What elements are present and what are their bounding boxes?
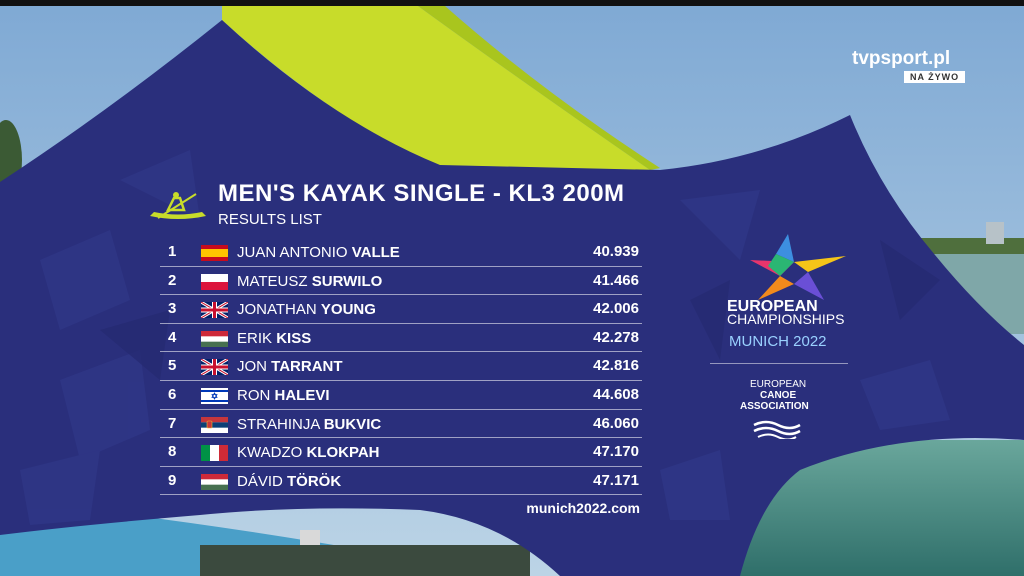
kayak-icon <box>150 192 206 219</box>
athlete-name: MATEUSZ SURWILO <box>237 273 382 290</box>
uk-flag-icon <box>201 359 228 376</box>
last-name: HALEVI <box>274 386 330 404</box>
last-name: BUKVIC <box>323 415 382 433</box>
last-name: KLOKPAH <box>306 444 380 462</box>
first-name: STRAHINJA <box>237 415 320 433</box>
result-time: 42.006 <box>593 300 639 318</box>
athlete-name: DÁVID TÖRÖK <box>237 473 341 490</box>
waves-icon <box>753 420 801 439</box>
result-time: 40.939 <box>593 243 639 260</box>
championships-city: MUNICH 2022 <box>729 333 827 350</box>
table-row: 4 ERIK KISS 42.278 <box>160 324 642 353</box>
table-row: 2 MATEUSZ SURWILO 41.466 <box>160 267 642 296</box>
athlete-name: KWADZO KLOKPAH <box>237 444 380 461</box>
first-name: DÁVID <box>237 472 283 490</box>
athlete-name: STRAHINJA BUKVIC <box>237 416 381 433</box>
athlete-name: ERIK KISS <box>237 330 311 347</box>
rank: 8 <box>168 443 177 461</box>
rank: 1 <box>168 243 177 260</box>
spain-flag-icon <box>201 245 228 261</box>
result-time: 47.171 <box>593 471 639 489</box>
rank: 4 <box>168 328 177 346</box>
result-time: 41.466 <box>593 271 639 289</box>
association-line3: ASSOCIATION <box>740 401 809 412</box>
first-name: MATEUSZ <box>237 272 308 290</box>
result-time: 46.060 <box>593 414 639 432</box>
last-name: TÖRÖK <box>287 472 342 490</box>
athlete-name: JON TARRANT <box>237 358 343 375</box>
last-name: SURWILO <box>311 272 383 290</box>
serbia-flag-icon <box>201 416 228 433</box>
table-row: 5 JON TARRANT 42.816 <box>160 352 642 381</box>
rank: 6 <box>168 385 177 403</box>
table-row: 7 STRAHINJA BUKVIC 46.060 <box>160 410 642 439</box>
table-row: 6 RON HALEVI 44.608 <box>160 381 642 410</box>
event-title: MEN'S KAYAK SINGLE - KL3 200M <box>218 180 625 207</box>
event-subtitle: RESULTS LIST <box>218 211 322 228</box>
broadcaster-logo: tvpsport.pl <box>852 48 951 69</box>
table-row: 9 DÁVID TÖRÖK 47.171 <box>160 467 642 496</box>
result-time: 42.816 <box>593 357 639 375</box>
championships-line1: EUROPEAN <box>727 298 818 315</box>
last-name: KISS <box>276 329 312 347</box>
canoe-association-text: EUROPEAN CANOE ASSOCIATION <box>740 379 809 412</box>
last-name: YOUNG <box>320 301 376 319</box>
rank: 5 <box>168 357 177 375</box>
table-row: 1 JUAN ANTONIO VALLE 40.939 <box>160 238 642 267</box>
association-line1: EUROPEAN <box>750 379 807 390</box>
result-time: 47.170 <box>593 443 639 461</box>
first-name: RON <box>237 386 271 404</box>
championships-logo-text: EUROPEAN CHAMPIONSHIPS <box>727 298 845 327</box>
championships-line2: CHAMPIONSHIPS <box>727 311 845 327</box>
athlete-name: RON HALEVI <box>237 387 330 404</box>
last-name: VALLE <box>351 244 400 261</box>
uk-flag-icon <box>201 302 228 319</box>
results-table: 1 JUAN ANTONIO VALLE 40.939 2 MATEUSZ SU… <box>160 238 642 496</box>
logo-divider <box>710 363 848 364</box>
first-name: ERIK <box>237 329 273 347</box>
rank: 7 <box>168 414 177 432</box>
hungary-flag-icon <box>201 473 228 490</box>
association-line2: CANOE <box>760 390 797 401</box>
hungary-flag-icon <box>201 330 228 347</box>
live-badge: NA ŻYWO <box>904 71 966 83</box>
rank: 3 <box>168 300 177 318</box>
first-name: KWADZO <box>237 444 303 462</box>
poland-flag-icon <box>201 273 228 290</box>
result-time: 44.608 <box>593 385 639 403</box>
table-row: 8 KWADZO KLOKPAH 47.170 <box>160 438 642 467</box>
israel-flag-icon <box>201 387 228 404</box>
rank: 9 <box>168 471 177 489</box>
table-row: 3 JONATHAN YOUNG 42.006 <box>160 295 642 324</box>
first-name: JONATHAN <box>237 301 317 319</box>
first-name: JUAN ANTONIO <box>237 244 348 261</box>
first-name: JON <box>237 358 267 376</box>
website-url: munich2022.com <box>526 500 640 516</box>
result-time: 42.278 <box>593 328 639 346</box>
rank: 2 <box>168 271 177 289</box>
athlete-name: JUAN ANTONIO VALLE <box>237 244 400 261</box>
italy-flag-icon <box>201 445 228 462</box>
european-championships-star-icon <box>750 234 846 300</box>
last-name: TARRANT <box>271 358 343 376</box>
athlete-name: JONATHAN YOUNG <box>237 301 376 318</box>
